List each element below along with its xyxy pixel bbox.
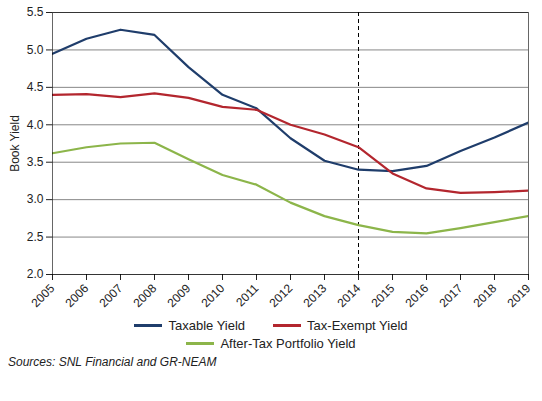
- svg-text:2015: 2015: [369, 281, 398, 310]
- html-text:Taxable Yield: Taxable Yield: [168, 318, 246, 333]
- svg-text:2017: 2017: [437, 281, 466, 310]
- svg-text:2.0: 2.0: [27, 267, 44, 281]
- svg-text:2.5: 2.5: [27, 230, 44, 244]
- html-text:After-Tax Portfolio Yield: After-Tax Portfolio Yield: [220, 336, 356, 351]
- svg-text:2007: 2007: [97, 281, 126, 310]
- svg-text:2006: 2006: [63, 281, 92, 310]
- svg-text:2010: 2010: [199, 281, 228, 310]
- svg-text:5.5: 5.5: [27, 5, 44, 19]
- svg-text:2013: 2013: [301, 281, 330, 310]
- svg-text:2014: 2014: [335, 281, 364, 310]
- svg-text:2018: 2018: [471, 281, 500, 310]
- svg-text:2016: 2016: [403, 281, 432, 310]
- svg-text:2009: 2009: [165, 281, 194, 310]
- svg-text:4.5: 4.5: [27, 80, 44, 94]
- svg-text:3.0: 3.0: [27, 192, 44, 206]
- svg-text:Book Yield: Book Yield: [8, 115, 22, 172]
- svg-text:2019: 2019: [505, 281, 534, 310]
- svg-text:4.0: 4.0: [27, 118, 44, 132]
- html-text:Sources: SNL Financial and GR-: Sources: SNL Financial and GR-NEAM: [8, 355, 217, 369]
- svg-text:5.0: 5.0: [27, 43, 44, 57]
- svg-text:2011: 2011: [233, 281, 261, 309]
- svg-text:3.5: 3.5: [27, 155, 44, 169]
- svg-text:2008: 2008: [131, 281, 160, 310]
- html-text:Tax-Exempt Yield: Tax-Exempt Yield: [307, 318, 408, 333]
- svg-text:2005: 2005: [29, 281, 58, 310]
- svg-text:2012: 2012: [267, 281, 296, 310]
